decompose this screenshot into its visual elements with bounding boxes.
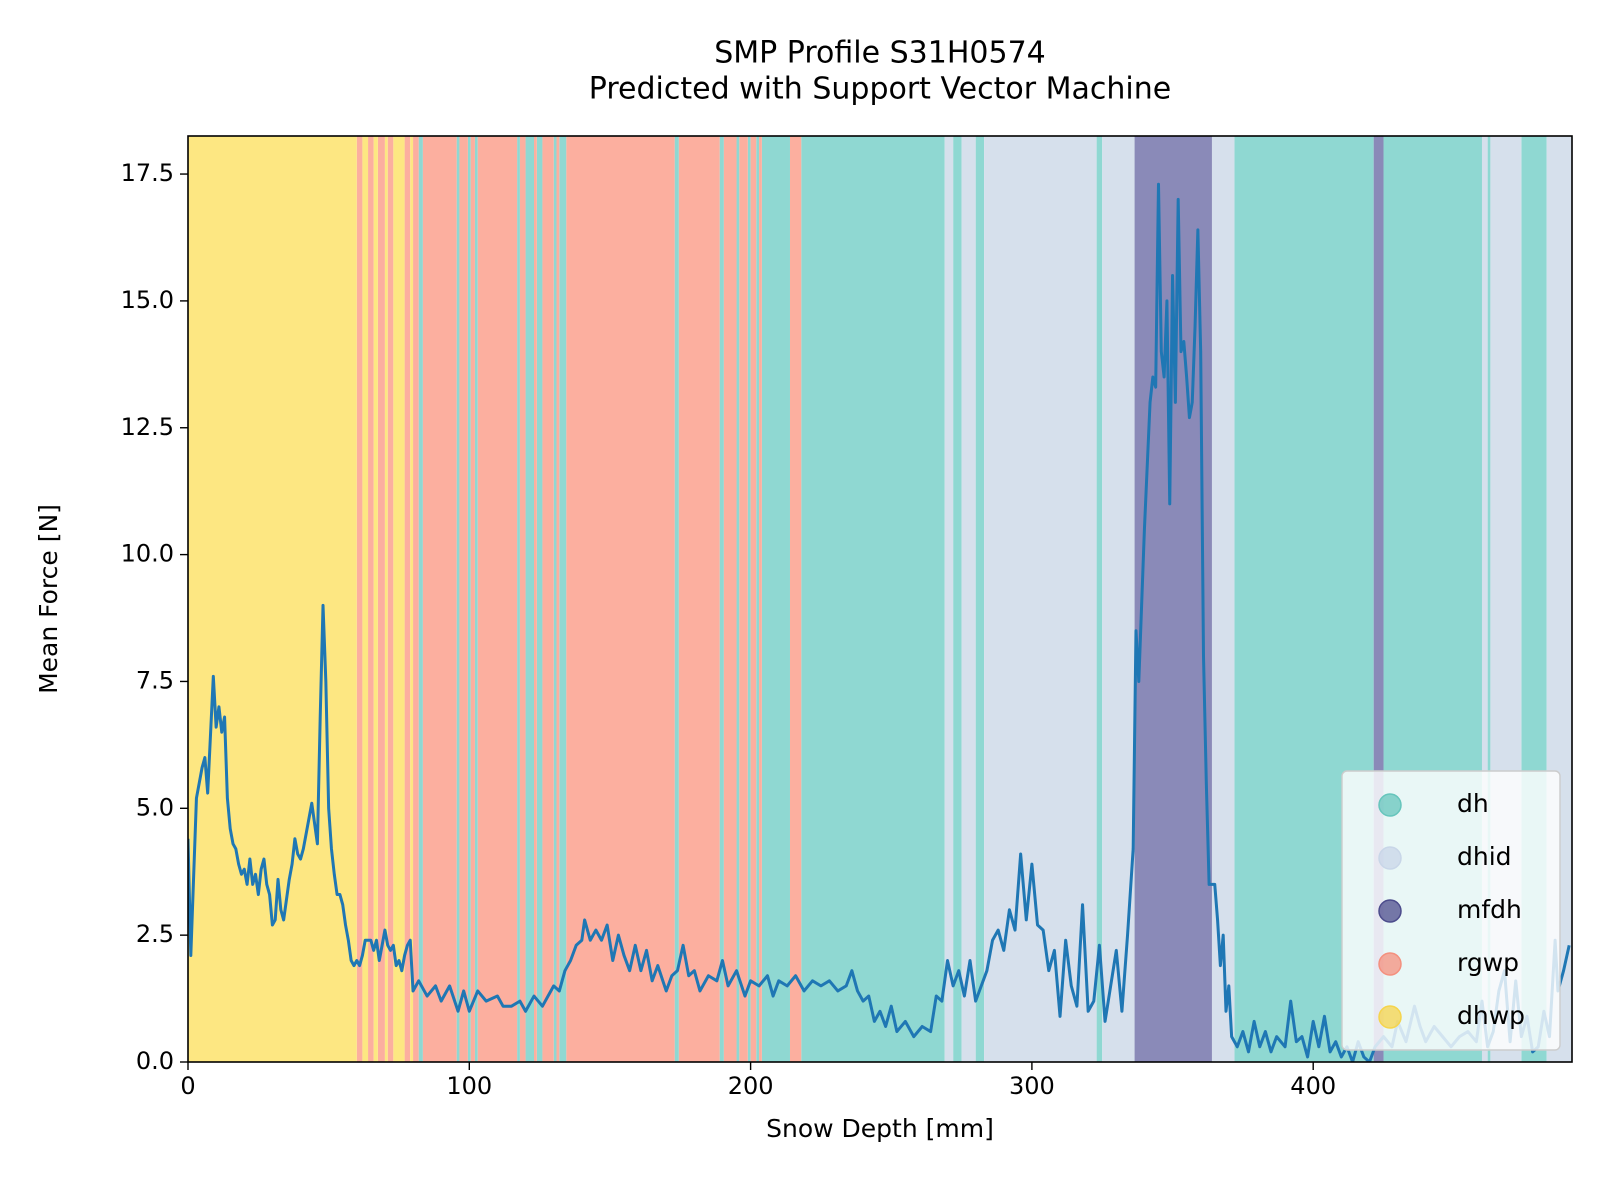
class-span	[756, 136, 760, 1062]
class-span	[470, 136, 475, 1062]
class-span	[953, 136, 962, 1062]
class-span	[477, 136, 518, 1062]
class-span	[188, 136, 357, 1062]
data-line	[188, 182, 1571, 1062]
class-span	[1373, 136, 1384, 1062]
legend-label: rgwp	[1457, 948, 1519, 977]
legend-label: dh	[1457, 789, 1489, 818]
class-span	[418, 136, 423, 1062]
class-span	[553, 136, 557, 1062]
class-span	[525, 136, 534, 1062]
class-span	[1487, 136, 1491, 1062]
class-span	[422, 136, 457, 1062]
class-span	[678, 136, 720, 1062]
class-span	[559, 136, 567, 1062]
y-tick-label: 5.0	[136, 793, 174, 821]
class-span	[556, 136, 560, 1062]
chart-title: SMP Profile S31H0574	[714, 36, 1046, 71]
class-span	[566, 136, 675, 1062]
class-span	[517, 136, 520, 1062]
class-span	[1096, 136, 1103, 1062]
class-span	[789, 136, 802, 1062]
y-tick-label: 10.0	[121, 540, 174, 568]
class-span	[542, 136, 554, 1062]
x-tick-label: 200	[728, 1072, 774, 1100]
y-tick-label: 12.5	[121, 413, 174, 441]
legend-label: mfdh	[1457, 895, 1522, 924]
class-span	[356, 136, 363, 1062]
x-tick-label: 100	[446, 1072, 492, 1100]
class-span	[761, 136, 790, 1062]
class-span	[536, 136, 543, 1062]
class-span	[410, 136, 414, 1062]
x-tick-label: 300	[1009, 1072, 1055, 1100]
class-span	[377, 136, 385, 1062]
chart-title: Predicted with Support Vector Machine	[589, 72, 1171, 107]
class-span	[739, 136, 748, 1062]
y-axis-label: Mean Force [N]	[34, 504, 63, 694]
class-span	[759, 136, 762, 1062]
legend-label: dhid	[1457, 842, 1512, 871]
class-span	[674, 136, 679, 1062]
class-span	[747, 136, 751, 1062]
class-span	[373, 136, 378, 1062]
class-span	[393, 136, 405, 1062]
class-span	[984, 136, 1097, 1062]
class-span	[1211, 136, 1235, 1062]
class-span	[387, 136, 394, 1062]
legend-box	[1341, 770, 1561, 1051]
class-span	[944, 136, 954, 1062]
class-span	[384, 136, 388, 1062]
class-span	[719, 136, 724, 1062]
x-axis-label: Snow Depth [mm]	[766, 1114, 994, 1143]
y-tick-label: 0.0	[136, 1047, 174, 1075]
legend-marker	[1378, 793, 1402, 817]
class-span	[474, 136, 478, 1062]
y-tick-label: 17.5	[121, 159, 174, 187]
class-span	[723, 136, 737, 1062]
legend-marker	[1378, 1005, 1402, 1029]
class-span	[459, 136, 468, 1062]
class-span	[1481, 136, 1488, 1062]
y-tick-label: 7.5	[136, 666, 174, 694]
class-span	[519, 136, 526, 1062]
class-span	[975, 136, 985, 1062]
plot-area	[188, 136, 1572, 1062]
legend-marker	[1378, 952, 1402, 976]
x-tick-label: 0	[180, 1072, 195, 1100]
class-span	[404, 136, 411, 1062]
plot-frame	[187, 135, 1573, 1063]
legend-label: dhwp	[1457, 1001, 1525, 1030]
class-span	[362, 136, 369, 1062]
class-span	[467, 136, 471, 1062]
legend-marker	[1378, 846, 1402, 870]
x-tick-label: 400	[1290, 1072, 1336, 1100]
class-span	[368, 136, 374, 1062]
class-span	[961, 136, 976, 1062]
y-tick-label: 2.5	[136, 920, 174, 948]
class-span	[534, 136, 537, 1062]
class-span	[413, 136, 419, 1062]
y-tick-label: 15.0	[121, 286, 174, 314]
class-span	[456, 136, 460, 1062]
class-span	[801, 136, 945, 1062]
legend-marker	[1378, 899, 1402, 923]
class-span	[736, 136, 740, 1062]
class-span	[750, 136, 757, 1062]
